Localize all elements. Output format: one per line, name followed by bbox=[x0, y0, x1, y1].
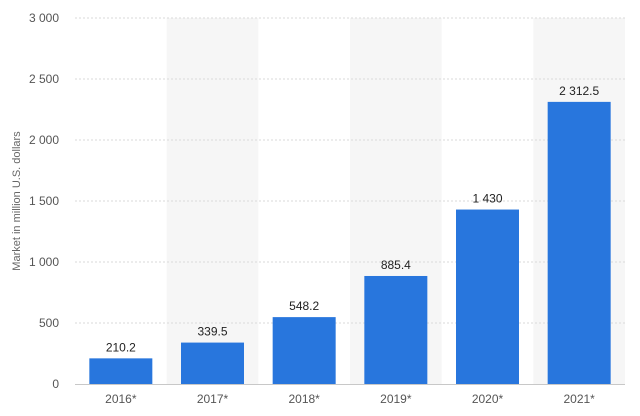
data-label: 339.5 bbox=[197, 325, 227, 339]
y-axis-title: Market in million U.S. dollars bbox=[11, 131, 23, 271]
bar bbox=[547, 101, 611, 384]
data-label: 885.4 bbox=[381, 258, 411, 272]
bar bbox=[89, 358, 153, 384]
x-tick-label: 2020* bbox=[472, 392, 504, 406]
y-tick-label: 1 500 bbox=[29, 194, 59, 208]
x-axis-ticks: 2016* 2017* 2018* 2019* 2020* 2021* bbox=[105, 392, 595, 406]
bar bbox=[181, 342, 244, 384]
y-tick-label: 0 bbox=[52, 377, 59, 391]
bar bbox=[272, 317, 336, 384]
x-tick-label: 2021* bbox=[563, 392, 595, 406]
x-tick-label: 2017* bbox=[197, 392, 229, 406]
y-tick-label: 1 000 bbox=[29, 255, 59, 269]
bar bbox=[364, 275, 428, 384]
data-label: 1 430 bbox=[472, 192, 502, 206]
y-tick-label: 3 000 bbox=[29, 11, 59, 25]
data-label: 210.2 bbox=[106, 340, 136, 354]
y-tick-label: 500 bbox=[39, 316, 59, 330]
data-label: 548.2 bbox=[289, 299, 319, 313]
bar bbox=[456, 209, 519, 384]
bars-group bbox=[89, 101, 611, 384]
x-tick-label: 2018* bbox=[288, 392, 320, 406]
y-axis-ticks: 0 500 1 000 1 500 2 000 2 500 3 000 bbox=[29, 11, 59, 391]
y-tick-label: 2 500 bbox=[29, 72, 59, 86]
x-tick-label: 2016* bbox=[105, 392, 137, 406]
value-labels-group: 210.2 339.5 548.2 885.4 1 430 2 312.5 bbox=[106, 84, 600, 354]
x-tick-label: 2019* bbox=[380, 392, 412, 406]
data-label: 2 312.5 bbox=[559, 84, 599, 98]
y-tick-label: 2 000 bbox=[29, 133, 59, 147]
